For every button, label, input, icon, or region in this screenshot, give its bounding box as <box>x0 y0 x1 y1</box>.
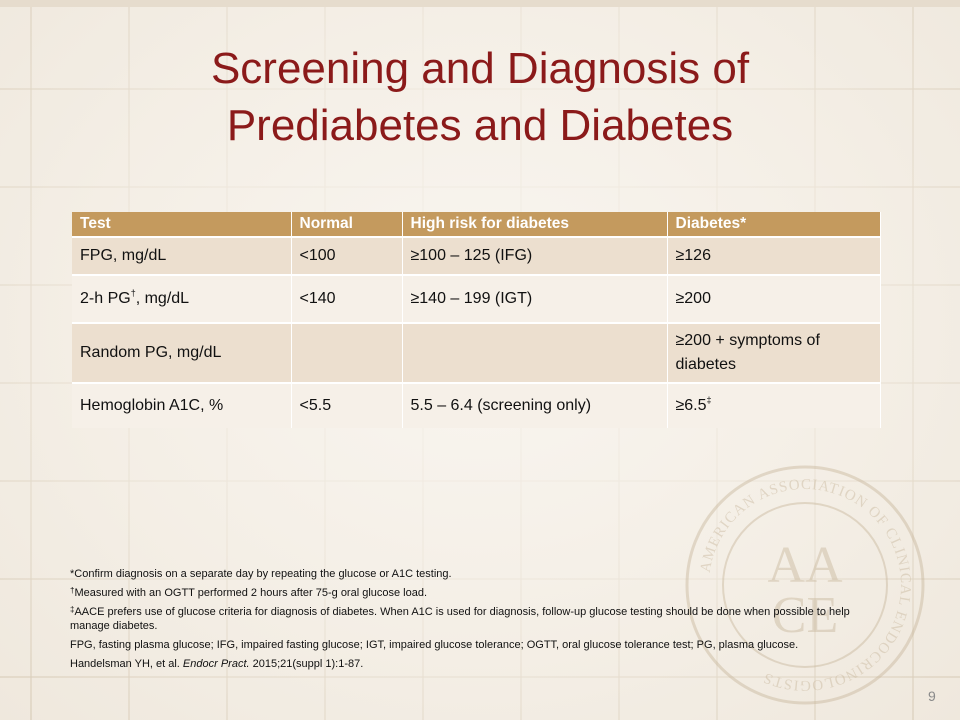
cell-diabetes-text: ≥6.5 <box>675 397 707 414</box>
cell-diabetes: ≥200 + symptoms of diabetes <box>667 322 881 383</box>
cell-test: Random PG, mg/dL <box>72 322 292 383</box>
dagger-mark: † <box>130 288 136 298</box>
citation: Handelsman YH, et al. Endocr Pract. 2015… <box>70 657 880 671</box>
top-bar <box>0 0 960 7</box>
cell-test-text: 2-h PG <box>80 290 131 307</box>
cell-test: 2-h PG†, mg/dL <box>72 274 292 323</box>
cell-diabetes: ≥6.5‡ <box>667 382 881 428</box>
cell-normal: <100 <box>291 236 403 275</box>
cell-high-risk: 5.5 – 6.4 (screening only) <box>402 382 668 428</box>
aace-seal-icon: AMERICAN ASSOCIATION OF CLINICAL ENDOCRI… <box>685 465 925 705</box>
double-dagger-mark: ‡ <box>706 395 712 405</box>
cell-normal <box>291 322 403 383</box>
citation-rest: 2015;21(suppl 1):1-87. <box>249 658 364 670</box>
footnote-confirm: *Confirm diagnosis on a separate day by … <box>70 568 452 580</box>
header-high-risk: High risk for diabetes <box>402 212 668 237</box>
dagger-mark: † <box>70 586 75 595</box>
cell-test: FPG, mg/dL <box>72 236 292 275</box>
cell-high-risk: ≥140 – 199 (IGT) <box>402 274 668 323</box>
citation-journal: Endocr Pract. <box>182 658 250 670</box>
footnote-abbreviations: FPG, fasting plasma glucose; IFG, impair… <box>70 639 799 651</box>
header-normal: Normal <box>291 212 403 237</box>
seal-monogram-bottom: CE <box>772 587 838 644</box>
seal-monogram-top: AA <box>767 537 843 594</box>
header-test: Test <box>72 212 292 237</box>
cell-high-risk: ≥100 – 125 (IFG) <box>402 236 668 275</box>
double-dagger-mark: ‡ <box>70 605 75 614</box>
title-line-1: Screening and Diagnosis of <box>210 44 750 93</box>
citation-authors: Handelsman YH, et al. <box>70 658 183 670</box>
slide-title: Screening and Diagnosis of Prediabetes a… <box>80 40 880 154</box>
table-row: Hemoglobin A1C, % <5.5 5.5 – 6.4 (screen… <box>72 382 881 428</box>
cell-high-risk <box>402 322 668 383</box>
table-row: Random PG, mg/dL ≥200 + symptoms of diab… <box>72 322 881 383</box>
cell-normal: <140 <box>291 274 403 323</box>
table-header-row: Test Normal High risk for diabetes Diabe… <box>72 212 881 237</box>
cell-test-unit: , mg/dL <box>135 290 190 307</box>
footnote-aace: ‡AACE prefers use of glucose criteria fo… <box>70 605 880 633</box>
cell-test: Hemoglobin A1C, % <box>72 382 292 428</box>
cell-normal: <5.5 <box>291 382 403 428</box>
table-row: FPG, mg/dL <100 ≥100 – 125 (IFG) ≥126 <box>72 236 881 275</box>
footnote-aace-text: AACE prefers use of glucose criteria for… <box>70 606 850 632</box>
cell-diabetes: ≥200 <box>667 274 881 323</box>
footnotes: *Confirm diagnosis on a separate day by … <box>70 567 880 676</box>
footnote-ogtt: †Measured with an OGTT performed 2 hours… <box>70 586 880 600</box>
footnote-ogtt-text: Measured with an OGTT performed 2 hours … <box>74 587 428 599</box>
header-diabetes: Diabetes* <box>667 212 881 237</box>
page-number: 9 <box>928 688 936 704</box>
cell-diabetes: ≥126 <box>667 236 881 275</box>
table-row: 2-h PG†, mg/dL <140 ≥140 – 199 (IGT) ≥20… <box>72 274 881 323</box>
diagnosis-table: Test Normal High risk for diabetes Diabe… <box>72 212 881 428</box>
title-line-2: Prediabetes and Diabetes <box>226 101 734 150</box>
